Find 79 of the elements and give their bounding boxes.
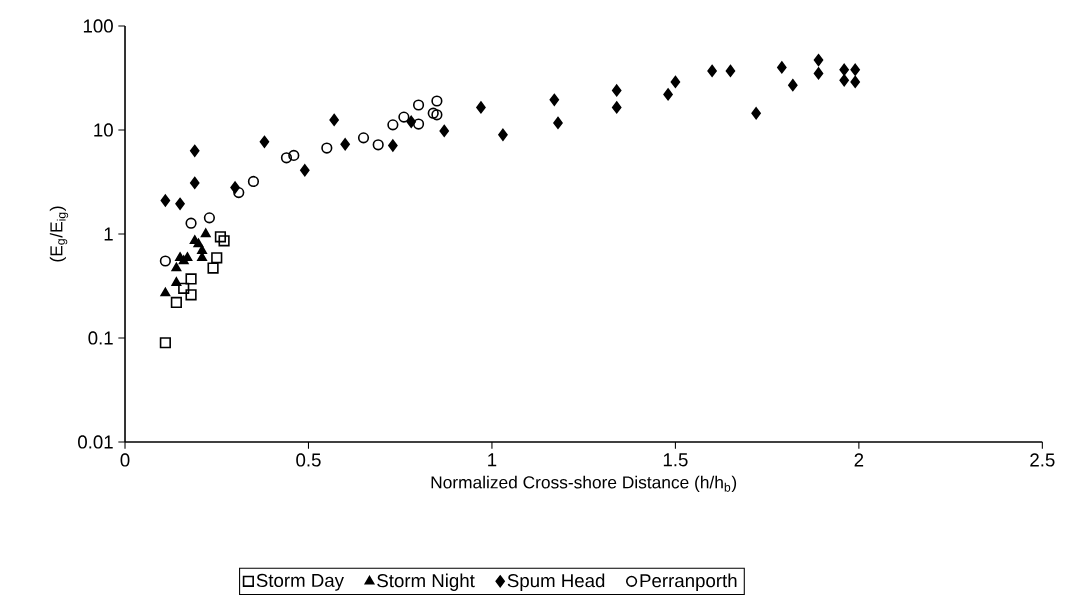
- point: [197, 245, 208, 254]
- point: [329, 113, 339, 127]
- legend-label: Spum Head: [507, 573, 605, 591]
- point: [387, 119, 399, 131]
- point: [406, 115, 417, 128]
- point: [233, 187, 245, 199]
- point: [300, 164, 310, 177]
- point: [203, 212, 215, 224]
- point: [427, 107, 439, 119]
- point: [259, 135, 270, 148]
- point: [751, 107, 761, 120]
- point: [200, 228, 211, 238]
- point: [388, 139, 398, 152]
- point: [247, 175, 260, 188]
- point: [288, 149, 300, 161]
- point: [185, 217, 197, 229]
- x-tick-label: 1: [488, 453, 497, 467]
- point: [171, 262, 182, 272]
- point: [159, 255, 171, 267]
- y-tick-label: 100: [83, 19, 113, 33]
- point: [850, 63, 861, 76]
- point: [340, 138, 350, 151]
- point: [707, 64, 717, 78]
- point: [611, 101, 622, 114]
- point: [207, 262, 219, 274]
- point: [398, 111, 410, 123]
- point: [372, 139, 384, 151]
- point: [813, 53, 824, 67]
- point: [813, 67, 824, 80]
- x-tick-label: 0.5: [296, 453, 321, 467]
- x-tick-label: 2.5: [1030, 453, 1055, 467]
- x-tick-label: 2: [854, 453, 864, 467]
- y-tick-label: 0.1: [88, 331, 113, 345]
- point: [476, 101, 486, 114]
- point: [839, 74, 849, 87]
- point: [189, 144, 200, 157]
- point: [777, 61, 787, 74]
- point: [178, 282, 190, 294]
- point: [160, 194, 171, 207]
- legend-label: Storm Night: [377, 573, 475, 591]
- point: [214, 231, 227, 243]
- point: [788, 79, 798, 92]
- legend-label: Perranporth: [640, 573, 737, 591]
- point: [193, 238, 204, 248]
- point: [170, 296, 182, 308]
- x-axis-title: Normalized Cross-shore Distance (h/h$_{b}$): [431, 475, 737, 492]
- point: [189, 176, 200, 190]
- point: [431, 109, 443, 121]
- point: [850, 75, 861, 89]
- point: [839, 63, 849, 76]
- y-tick-label: 10: [94, 123, 113, 137]
- point: [725, 64, 736, 78]
- point: [357, 132, 370, 144]
- y-axis-title: (E$_{g}$/E$_{ig}$): [49, 206, 69, 262]
- point: [611, 84, 622, 97]
- y-tick-label: 1: [104, 227, 113, 241]
- point: [431, 95, 443, 107]
- x-tick-label: 0: [120, 453, 130, 467]
- point: [321, 142, 333, 154]
- point: [211, 252, 223, 264]
- point: [412, 118, 425, 130]
- point: [160, 287, 171, 297]
- point: [185, 289, 197, 301]
- point: [159, 337, 171, 349]
- point: [663, 88, 673, 101]
- point: [549, 93, 560, 106]
- point: [412, 99, 425, 111]
- point: [670, 75, 681, 89]
- point: [218, 235, 230, 247]
- y-tick-label: 0.01: [78, 435, 113, 449]
- legend-label: Storm Day: [256, 573, 344, 591]
- point: [439, 124, 450, 138]
- point: [230, 181, 240, 194]
- point: [553, 116, 563, 130]
- point: [175, 197, 185, 210]
- point: [498, 128, 508, 141]
- x-tick-label: 1.5: [663, 453, 688, 467]
- point: [280, 152, 293, 164]
- point: [185, 273, 197, 285]
